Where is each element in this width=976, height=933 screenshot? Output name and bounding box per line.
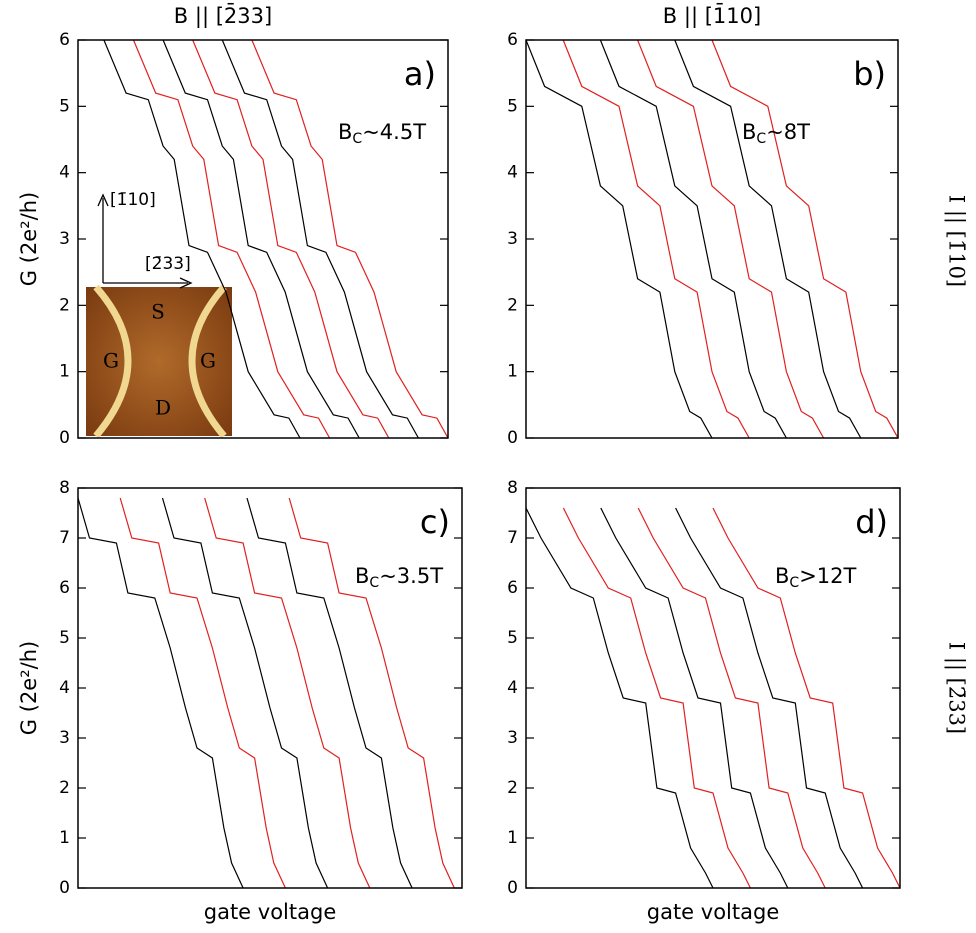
y-tick-label: 2 xyxy=(59,778,70,798)
side-label: I || [2̄33] xyxy=(944,642,969,734)
y-tick-label: 2 xyxy=(507,295,518,315)
y-axis-label: G (2e²/h) xyxy=(17,641,41,735)
x-axis-label: gate voltage xyxy=(647,900,780,924)
figure: 0123456[1̄10][2̄33]SGGDa)BC~4.5TB || [2̄… xyxy=(0,0,976,933)
y-tick-label: 2 xyxy=(59,295,70,315)
inset-axis-label: [1̄10] xyxy=(110,190,156,210)
annotation-rest: >12T xyxy=(799,564,856,588)
annotation-sub: C xyxy=(789,575,799,591)
annotation-sub: C xyxy=(352,131,362,147)
panel-label: c) xyxy=(420,503,450,541)
y-tick-label: 3 xyxy=(507,229,518,249)
y-tick-label: 4 xyxy=(507,163,518,183)
trace xyxy=(247,498,412,888)
y-tick-label: 1 xyxy=(59,362,70,382)
plot-frame xyxy=(78,488,462,888)
y-tick-label: 1 xyxy=(507,362,518,382)
panel-label: d) xyxy=(855,503,888,541)
trace xyxy=(205,498,370,888)
y-tick-label: 0 xyxy=(59,878,70,898)
annotation-rest: ~3.5T xyxy=(379,564,443,588)
annotation-main: B xyxy=(742,120,756,144)
trace xyxy=(675,40,861,438)
y-tick-label: 2 xyxy=(507,778,518,798)
annotation-main: B xyxy=(355,564,369,588)
annotation-sub: C xyxy=(369,575,379,591)
y-tick-label: 4 xyxy=(59,678,70,698)
y-tick-label: 8 xyxy=(507,478,518,498)
y-tick-label: 6 xyxy=(507,578,518,598)
side-label: I || [1̄10] xyxy=(944,195,969,287)
panel: 0 1 2 3 4 5 6 7 8 d) BC>12T gate voltage I || [2̄33] xyxy=(507,478,968,924)
y-tick-label: 3 xyxy=(507,728,518,748)
y-tick-label: 7 xyxy=(59,528,70,548)
trace xyxy=(78,498,243,888)
trace xyxy=(163,498,328,888)
annotation: BC~8T xyxy=(742,120,810,147)
annotation: BC~3.5T xyxy=(355,564,443,591)
y-tick-label: 5 xyxy=(59,628,70,648)
y-tick-label: 5 xyxy=(507,96,518,116)
trace xyxy=(289,498,454,888)
annotation: BC>12T xyxy=(775,564,857,591)
panel: 0 1 2 3 4 5 6 [1̄10] [2̄33] S G G Da) BC~4.5T B || [2̄… xyxy=(17,3,448,448)
y-tick-label: 6 xyxy=(59,578,70,598)
panel-title: B || [2̄33] xyxy=(174,3,272,29)
y-tick-label: 8 xyxy=(59,478,70,498)
y-tick-label: 5 xyxy=(507,628,518,648)
y-tick-label: 3 xyxy=(59,229,70,249)
panel: 0 1 2 3 4 5 6 7 8 c) BC~3.5T G (2e²/h) gate voltage xyxy=(17,478,462,924)
panel-title: B || [1̄10] xyxy=(663,3,761,29)
trace xyxy=(526,508,713,888)
panel-label: a) xyxy=(404,55,436,93)
inset-label: S xyxy=(151,300,165,324)
traces xyxy=(78,498,454,888)
y-tick-label: 0 xyxy=(59,428,70,448)
annotation-rest: ~8T xyxy=(766,120,810,144)
y-tick-label: 4 xyxy=(507,678,518,698)
traces xyxy=(526,40,898,438)
y-tick-label: 0 xyxy=(507,878,518,898)
trace xyxy=(526,40,712,438)
y-tick-label: 6 xyxy=(507,30,518,50)
trace xyxy=(638,40,824,438)
panel: 0 1 2 3 4 5 6 b) BC~8T B || [1̄10] I || [1̄10] xyxy=(507,3,968,448)
plot-frame xyxy=(526,40,898,438)
trace xyxy=(638,508,825,888)
plot-frame xyxy=(526,488,900,888)
inset-label: D xyxy=(155,396,171,420)
annotation-rest: ~4.5T xyxy=(362,120,426,144)
trace xyxy=(563,40,749,438)
annotation: BC~4.5T xyxy=(338,120,426,147)
annotation-sub: C xyxy=(756,131,766,147)
y-tick-label: 6 xyxy=(59,30,70,50)
y-tick-label: 5 xyxy=(59,96,70,116)
trace xyxy=(600,40,786,438)
annotation-main: B xyxy=(775,564,789,588)
inset-axis-label: [2̄33] xyxy=(145,254,191,274)
inset-label: G xyxy=(103,349,119,373)
trace xyxy=(563,508,750,888)
x-axis-label: gate voltage xyxy=(204,900,337,924)
y-tick-label: 0 xyxy=(507,428,518,448)
y-tick-label: 3 xyxy=(59,728,70,748)
y-axis-label: G (2e²/h) xyxy=(17,192,41,286)
y-tick-label: 4 xyxy=(59,163,70,183)
annotation-main: B xyxy=(338,120,352,144)
trace xyxy=(601,508,788,888)
trace xyxy=(120,498,285,888)
inset-label: G xyxy=(200,349,216,373)
panel-label: b) xyxy=(853,55,886,93)
y-tick-label: 7 xyxy=(507,528,518,548)
y-tick-label: 1 xyxy=(59,828,70,848)
trace xyxy=(712,40,898,438)
y-tick-label: 1 xyxy=(507,828,518,848)
